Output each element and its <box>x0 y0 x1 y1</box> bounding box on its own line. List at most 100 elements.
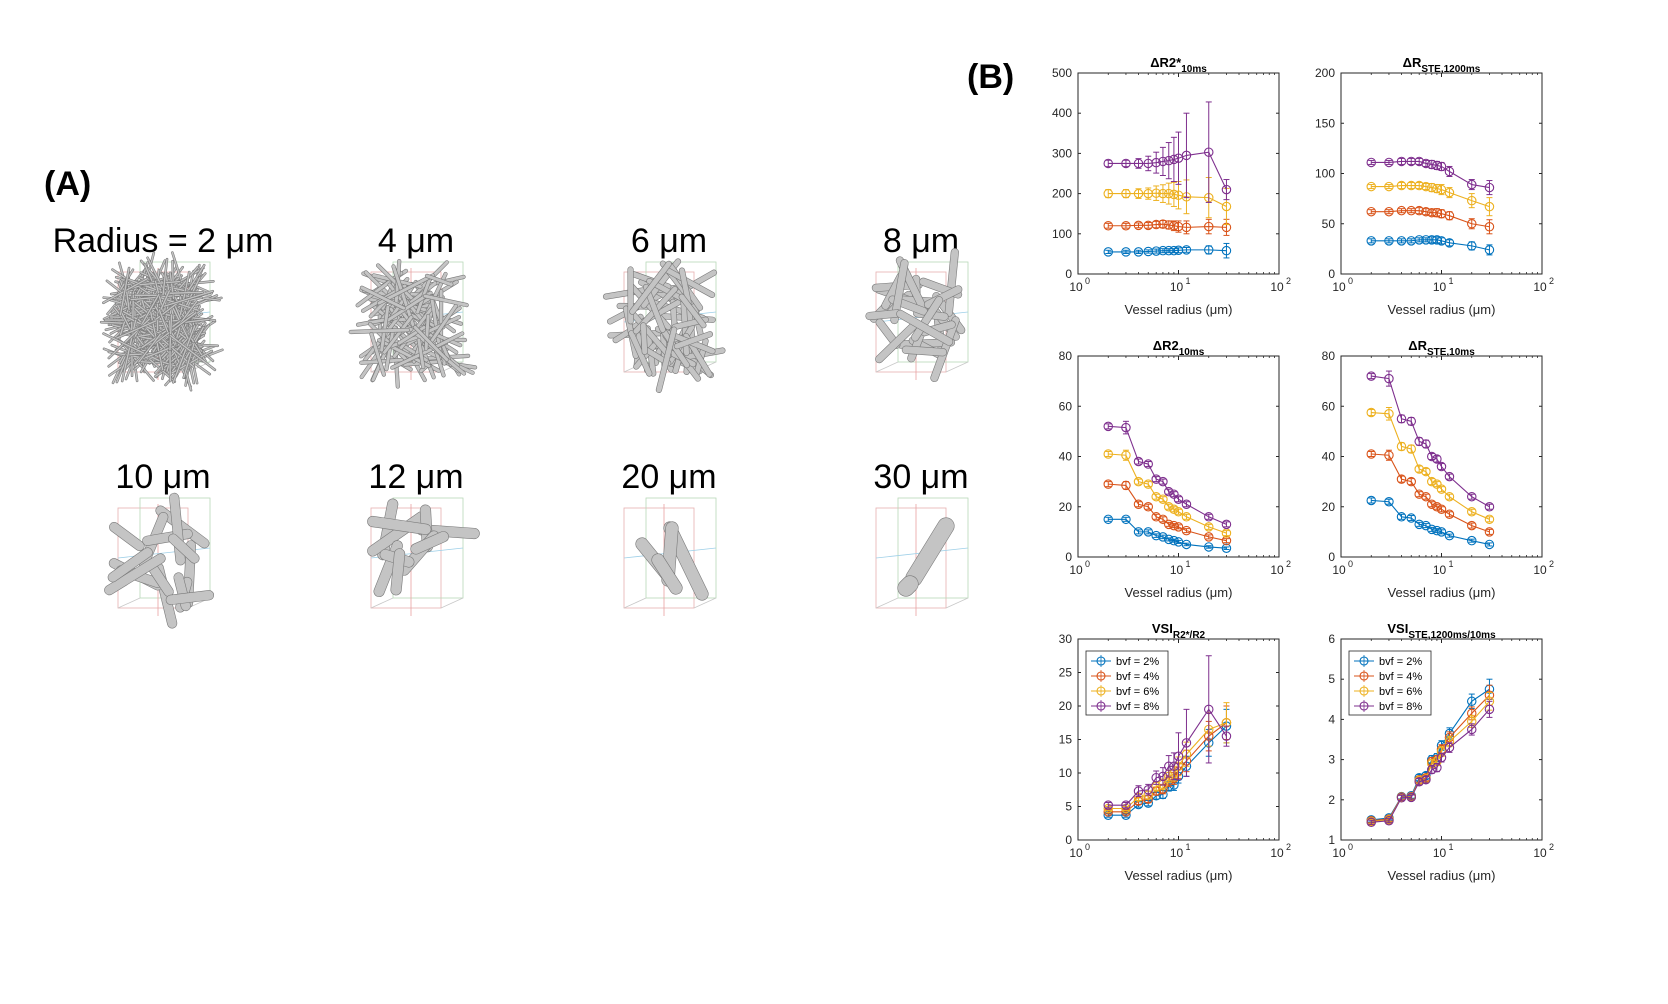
data-point <box>1151 188 1161 198</box>
y-tick-label: 40 <box>1059 450 1073 464</box>
data-point <box>1436 527 1447 537</box>
data-point <box>1204 245 1214 255</box>
data-point <box>1158 156 1168 167</box>
data-point <box>1396 441 1407 452</box>
data-point <box>1204 542 1214 552</box>
data-point <box>1414 464 1424 474</box>
data-point <box>1164 220 1174 230</box>
y-tick-label: 0 <box>1065 550 1072 564</box>
data-point <box>1427 524 1437 535</box>
data-point <box>1103 221 1114 231</box>
data-point <box>1164 245 1174 256</box>
x-tick-exponent: 0 <box>1085 559 1090 569</box>
data-point <box>1158 476 1168 487</box>
data-point <box>1164 761 1174 772</box>
legend-entry: bvf = 4% <box>1379 671 1422 683</box>
data-point <box>1396 414 1407 424</box>
data-point <box>1121 450 1131 460</box>
data-point <box>1133 247 1144 257</box>
y-tick-label: 100 <box>1052 227 1072 241</box>
data-point <box>1181 222 1192 233</box>
x-tick-label: 10 <box>1332 280 1346 294</box>
series-line <box>1108 708 1227 806</box>
data-point <box>1436 461 1447 472</box>
data-point <box>1103 479 1114 489</box>
data-point <box>1103 188 1114 199</box>
data-point <box>1467 491 1477 502</box>
data-point <box>1151 246 1161 256</box>
data-point <box>1444 742 1455 753</box>
data-point <box>1384 450 1394 460</box>
data-point <box>1121 480 1131 491</box>
x-tick-label: 10 <box>1433 563 1447 577</box>
y-tick-label: 200 <box>1315 66 1335 80</box>
x-tick-label: 10 <box>1533 563 1547 577</box>
data-point <box>1366 236 1377 246</box>
data-point <box>1444 509 1455 520</box>
x-tick-exponent: 1 <box>1186 842 1191 852</box>
data-point <box>1484 182 1495 193</box>
data-point <box>1484 514 1495 525</box>
data-point <box>1143 479 1153 489</box>
data-point <box>1414 235 1424 245</box>
y-tick-label: 500 <box>1052 66 1072 80</box>
data-point <box>1221 245 1232 256</box>
x-axis-label: Vessel radius (μm) <box>1388 302 1496 317</box>
data-point <box>1427 182 1437 193</box>
data-point <box>1133 158 1144 169</box>
x-tick-exponent: 2 <box>1549 842 1554 852</box>
data-point <box>1221 535 1232 546</box>
data-point <box>1103 800 1114 810</box>
data-point <box>1396 205 1407 216</box>
data-point <box>1103 421 1114 432</box>
x-tick-label: 10 <box>1170 846 1184 860</box>
data-point <box>1444 210 1455 221</box>
data-point <box>1164 519 1174 530</box>
data-point <box>1396 512 1407 522</box>
data-point <box>1414 776 1424 787</box>
series-1 <box>1103 514 1232 553</box>
data-point <box>1432 454 1442 464</box>
radius-label-6um: 6 μm <box>630 222 708 260</box>
data-point <box>1221 184 1232 195</box>
vessel-cube-3 <box>602 258 726 394</box>
chart-title: ΔR210ms <box>1153 338 1205 358</box>
y-tick-label: 3 <box>1328 753 1335 767</box>
series-4 <box>1366 370 1495 512</box>
y-tick-label: 4 <box>1328 712 1335 726</box>
series-3 <box>1366 407 1495 525</box>
y-tick-label: 400 <box>1052 106 1072 120</box>
data-point <box>1151 157 1161 168</box>
y-tick-label: 20 <box>1322 500 1336 514</box>
x-tick-label: 10 <box>1433 280 1447 294</box>
data-point <box>1467 535 1477 546</box>
data-point <box>1421 466 1431 477</box>
data-point <box>1396 793 1407 803</box>
data-point <box>1436 504 1447 515</box>
data-point <box>1396 474 1407 484</box>
vessel-cube-4 <box>865 248 969 383</box>
data-point <box>1444 166 1455 177</box>
data-point <box>1133 786 1144 796</box>
y-tick-label: 0 <box>1328 550 1335 564</box>
data-point <box>1484 501 1495 512</box>
x-tick-label: 10 <box>1533 846 1547 860</box>
data-point <box>1133 527 1144 537</box>
data-point <box>1204 147 1214 157</box>
x-axis-label: Vessel radius (μm) <box>1125 585 1233 600</box>
data-point <box>1421 181 1431 192</box>
data-point <box>1158 771 1168 782</box>
data-point <box>1204 532 1214 542</box>
data-point <box>1406 444 1416 454</box>
y-tick-label: 15 <box>1059 733 1073 747</box>
y-tick-label: 5 <box>1328 672 1335 686</box>
series-1 <box>1103 242 1232 259</box>
vessel-simulations <box>99 248 969 629</box>
x-axis-label: Vessel radius (μm) <box>1125 302 1233 317</box>
radius-label-4um: 4 μm <box>377 222 455 260</box>
data-point <box>1384 815 1394 826</box>
data-point <box>1133 499 1144 509</box>
data-point <box>1444 530 1455 541</box>
